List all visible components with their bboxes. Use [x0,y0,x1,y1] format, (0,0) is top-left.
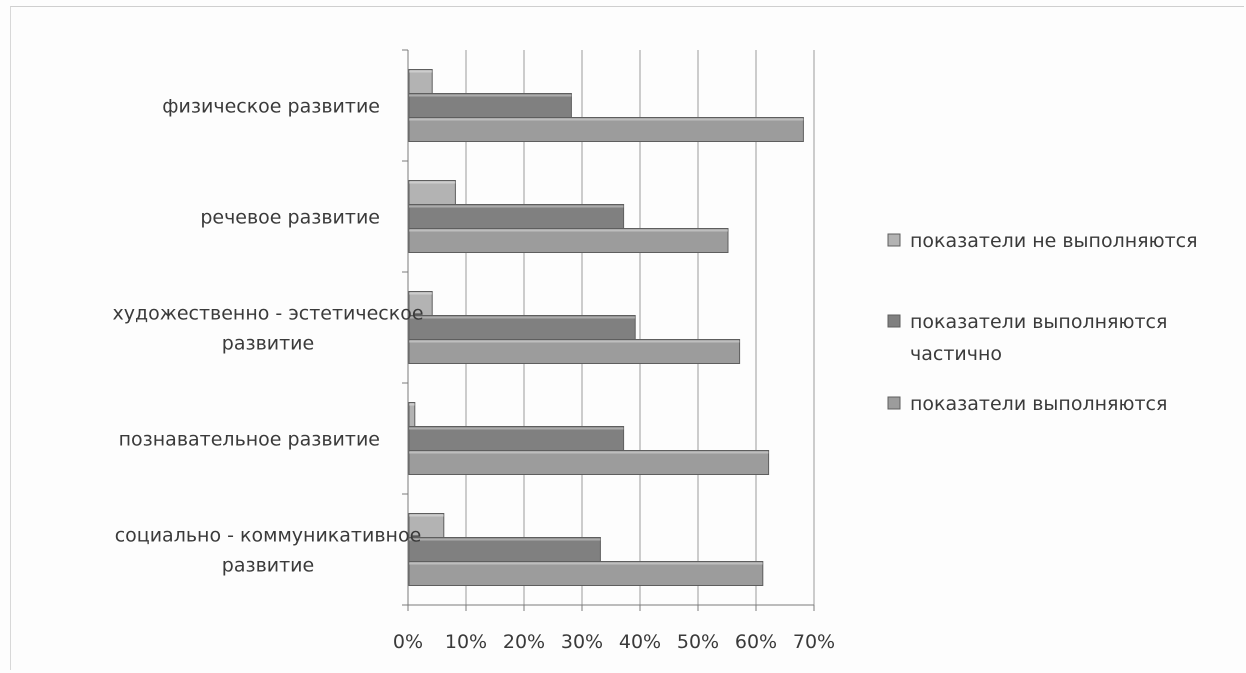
x-tick-label: 40% [619,631,661,653]
category-label: художественно - эстетическое [112,303,423,325]
x-tick-label: 0% [393,631,423,653]
bar [408,339,741,364]
x-tick-label: 30% [561,631,603,653]
bar [408,204,625,229]
bar [408,561,764,586]
x-tick-label: 60% [735,631,777,653]
legend-swatch [887,314,901,328]
chart-frame [10,6,1244,670]
legend-label: показатели выполняются [910,393,1167,415]
bar [408,513,445,538]
bar [408,426,625,451]
category-label: физическое развитие [162,96,380,118]
bar [408,450,770,475]
legend-swatch [887,396,901,410]
category-label: социально - коммуникативное [115,525,422,547]
x-tick-label: 10% [445,631,487,653]
bar [408,228,729,253]
category-label: речевое развитие [200,207,380,229]
bar [408,180,456,205]
x-tick-label: 50% [677,631,719,653]
bar [408,402,416,427]
legend-label: показатели выполняются [910,311,1167,333]
category-label: познавательное развитие [119,429,380,451]
bar [408,93,572,118]
axes [402,49,815,611]
x-tick-label: 70% [793,631,835,653]
x-tick-label: 20% [503,631,545,653]
legend-label: показатели не выполняются [910,230,1198,252]
bar [408,315,636,340]
legend: показатели не выполняются показатели выпо… [887,230,1198,415]
legend-label: частично [910,343,1002,365]
category-labels: физическое развитие речевое развитие худож… [112,96,423,577]
category-label: развитие [222,333,314,355]
legend-swatch [887,233,901,247]
bar [408,117,804,142]
bars [408,69,804,586]
bar [408,537,601,562]
x-tick-labels: 0% 10% 20% 30% 40% 50% 60% 70% [393,631,835,653]
category-label: развитие [222,555,314,577]
bar [408,69,433,94]
